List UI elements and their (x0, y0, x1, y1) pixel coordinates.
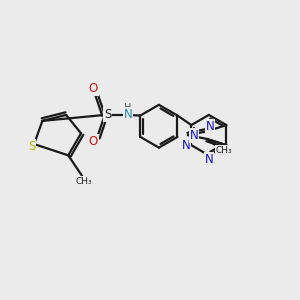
Text: N: N (205, 153, 213, 166)
Text: S: S (104, 108, 112, 122)
Text: O: O (88, 82, 98, 95)
Text: N: N (124, 108, 132, 121)
Text: H: H (124, 103, 132, 113)
Text: N: N (190, 129, 198, 142)
Text: CH₃: CH₃ (75, 177, 92, 186)
Text: CH₃: CH₃ (215, 146, 232, 155)
Text: N: N (206, 120, 214, 133)
Text: O: O (88, 135, 98, 148)
Text: N: N (182, 139, 190, 152)
Text: S: S (28, 140, 35, 153)
